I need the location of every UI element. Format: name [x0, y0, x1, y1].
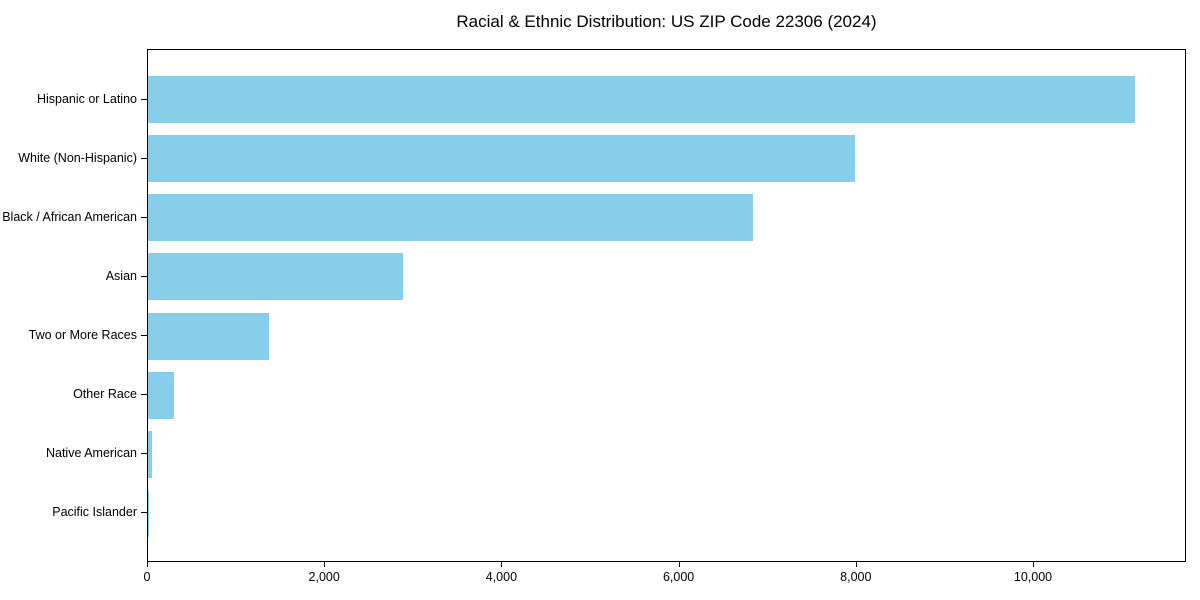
y-axis-label-black-african-american: Black / African American: [2, 209, 137, 224]
y-axis-label-two-or-more-races: Two or More Races: [28, 328, 137, 343]
x-axis-tick-label: 6,000: [662, 570, 695, 584]
bar-black-african-american: [148, 194, 753, 242]
x-tick-mark: [678, 562, 680, 567]
bar-native-american: [148, 430, 152, 478]
y-axis-label-white-non-hispanic: White (Non-Hispanic): [18, 150, 137, 165]
y-tick-mark: [141, 157, 147, 159]
y-tick-mark: [141, 98, 147, 100]
y-axis-label-hispanic-or-latino: Hispanic or Latino: [36, 91, 137, 106]
bar-two-or-more-races: [148, 312, 270, 360]
x-tick-mark: [324, 562, 326, 567]
bar-pacific-islander: [148, 489, 149, 537]
bar-asian: [148, 253, 403, 301]
y-tick-mark: [141, 216, 147, 218]
y-axis-label-other-race: Other Race: [73, 387, 137, 402]
bar-white-non-hispanic: [148, 135, 856, 183]
x-axis-tick-label: 4,000: [485, 570, 518, 584]
x-axis-tick-label: 0: [143, 570, 151, 584]
x-axis-tick-label: 2,000: [308, 570, 340, 584]
x-tick-mark: [855, 562, 857, 567]
chart-title: Racial & Ethnic Distribution: US ZIP Cod…: [456, 12, 877, 31]
y-tick-mark: [141, 453, 147, 455]
y-axis-label-pacific-islander: Pacific Islander: [52, 505, 137, 520]
x-tick-mark: [147, 562, 148, 567]
bar-other-race: [148, 371, 174, 419]
x-tick-mark: [1032, 562, 1034, 567]
x-tick-mark: [501, 562, 503, 567]
y-tick-mark: [141, 394, 147, 396]
y-axis-label-native-american: Native American: [45, 446, 137, 461]
y-tick-mark: [141, 335, 147, 337]
x-axis-tick-label: 8,000: [840, 570, 872, 584]
y-tick-mark: [141, 275, 147, 277]
y-tick-mark: [141, 512, 147, 514]
x-axis-tick-label: 10,000: [1013, 570, 1053, 584]
bar-hispanic-or-latino: [148, 76, 1135, 124]
y-axis-label-asian: Asian: [105, 268, 137, 283]
plot-area: [147, 49, 1186, 562]
